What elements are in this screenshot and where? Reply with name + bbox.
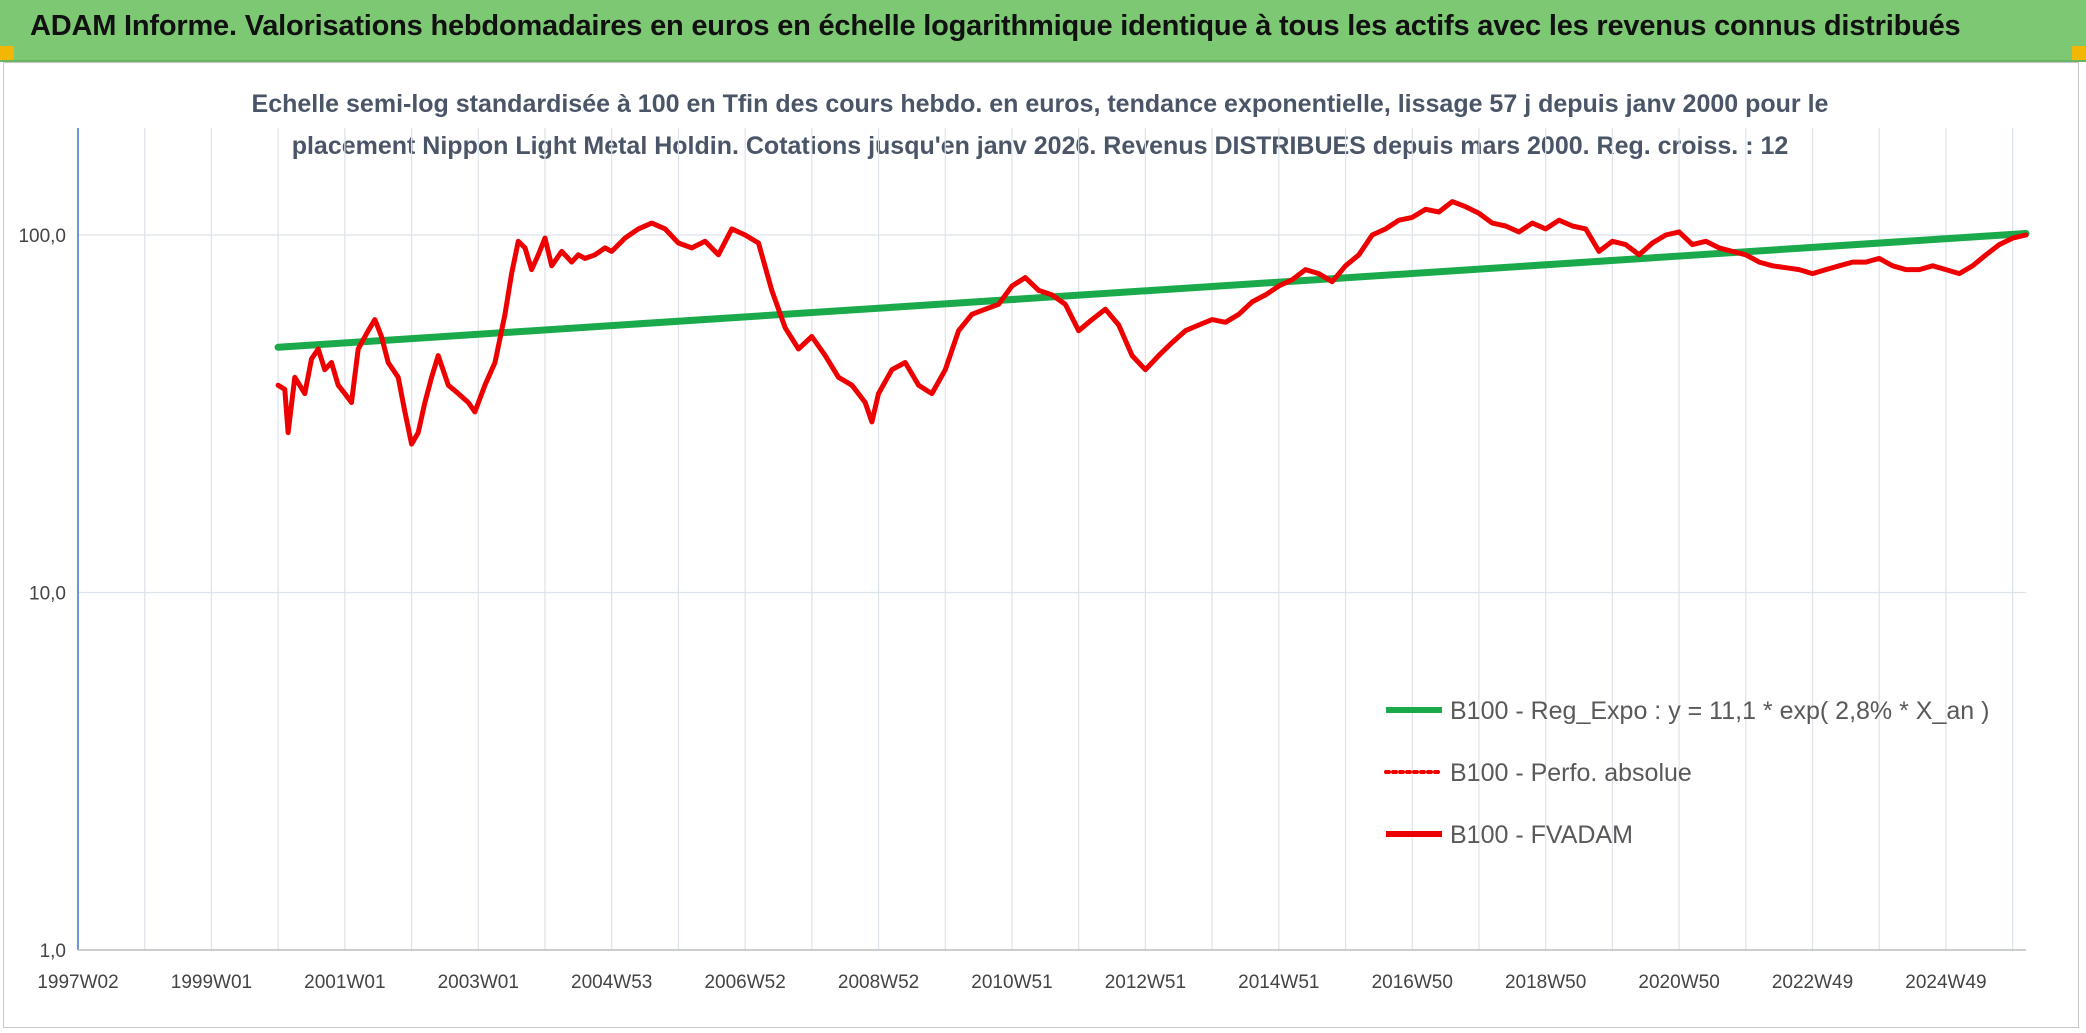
legend-label: B100 - Perfo. absolue [1450, 759, 1692, 787]
x-tick-label: 2024W49 [1905, 972, 1986, 993]
chart-title-line-2: placement Nippon Light Metal Holdin. Cot… [291, 132, 1789, 160]
y-tick-label: 10,0 [29, 584, 66, 605]
x-tick-label: 2014W51 [1238, 972, 1319, 993]
y-tick-label: 100,0 [18, 226, 66, 247]
legend-label: B100 - FVADAM [1450, 821, 1633, 849]
x-tick-label: 2003W01 [438, 972, 519, 993]
series-lines [274, 199, 2030, 447]
x-tick-label: 1997W02 [37, 972, 118, 993]
x-tick-label: 2001W01 [304, 972, 385, 993]
report-title: ADAM Informe. Valorisations hebdomadaire… [30, 10, 1961, 42]
x-tick-label: 2022W49 [1772, 972, 1853, 993]
chart-title-line-1: Echelle semi-log standardisée à 100 en T… [251, 90, 1829, 118]
corner-marker-right [2072, 46, 2086, 60]
y-tick-label: 1,0 [40, 941, 66, 962]
series-line-fvadam [275, 199, 2029, 447]
x-tick-label: 1999W01 [171, 972, 252, 993]
corner-marker-left [0, 46, 14, 60]
x-tick-label: 2008W52 [838, 972, 919, 993]
x-tick-label: 2020W50 [1638, 972, 1719, 993]
x-tick-label: 2010W51 [971, 972, 1052, 993]
legend: B100 - Reg_Expo : y = 11,1 * exp( 2,8% *… [1384, 697, 1989, 849]
chart-frame [3, 62, 2079, 1028]
legend-label: B100 - Reg_Expo : y = 11,1 * exp( 2,8% *… [1450, 697, 1989, 725]
report-header: ADAM Informe. Valorisations hebdomadaire… [0, 0, 2086, 62]
x-tick-label: 2006W52 [704, 972, 785, 993]
x-tick-label: 2004W53 [571, 972, 652, 993]
axes [77, 128, 2026, 951]
x-tick-label: 2018W50 [1505, 972, 1586, 993]
tick-labels: 100,0 10,0 1,0 1997W02 1999W01 2001W01 2003W01… [18, 226, 1986, 993]
x-tick-label: 2012W51 [1105, 972, 1186, 993]
x-tick-label: 2016W50 [1372, 972, 1453, 993]
